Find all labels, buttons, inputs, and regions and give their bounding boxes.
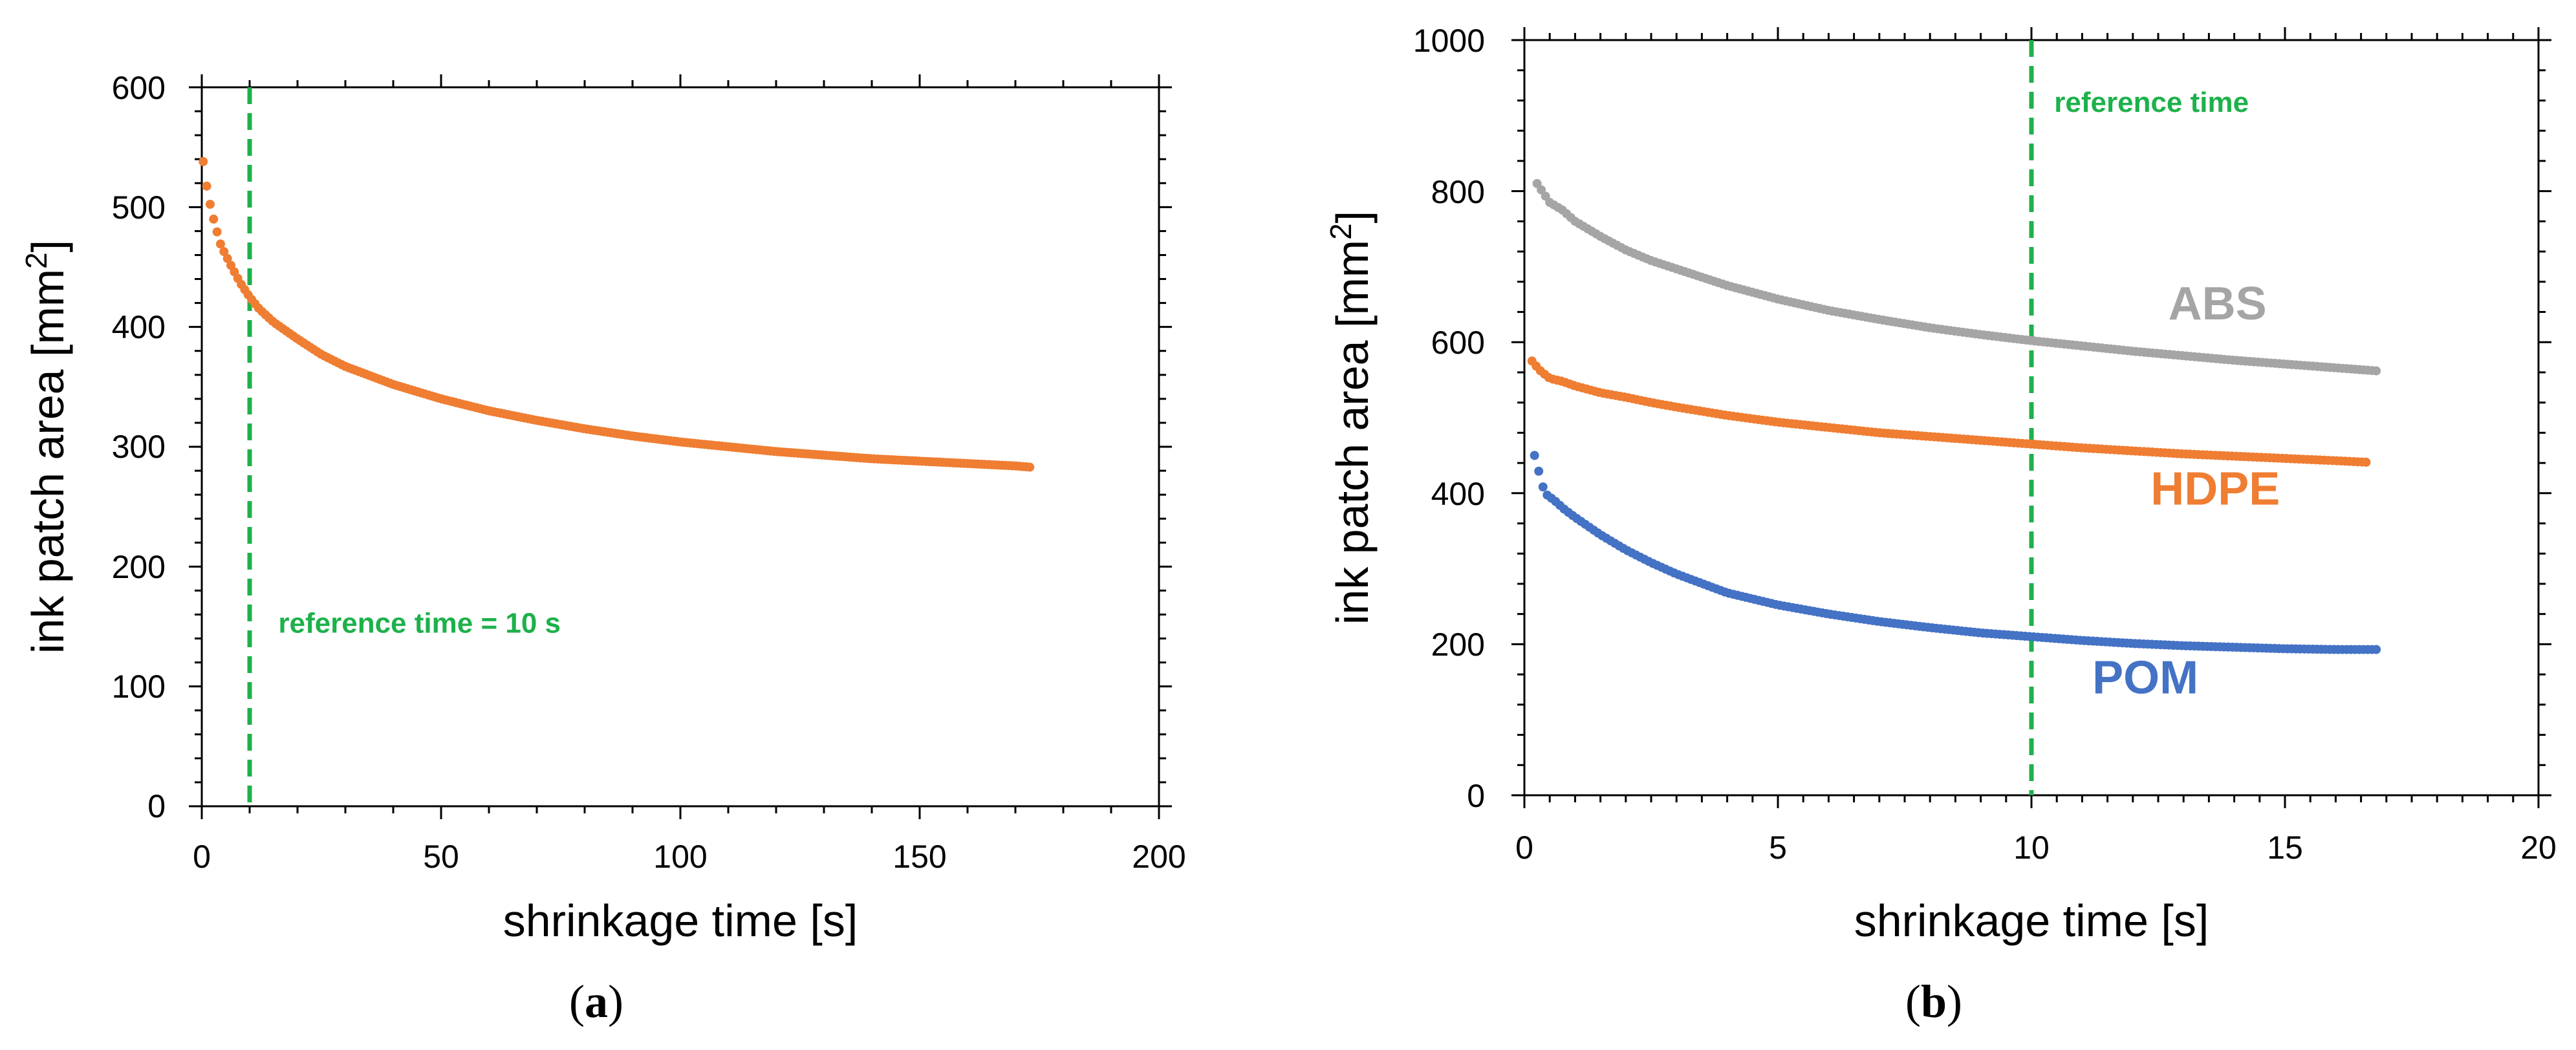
data-point — [205, 199, 215, 209]
y-axis-label-a: ink patch area [mm2] — [19, 240, 73, 654]
data-point — [202, 181, 211, 191]
data-point — [2372, 645, 2381, 654]
y-tick-label-b: 800 — [1431, 174, 1485, 210]
data-points-b — [1527, 178, 2381, 654]
x-tick-label-b: 15 — [2267, 830, 2303, 866]
tick-labels-b: 0 200 400 600 800 1000 0 5 10 15 20 — [1413, 23, 2557, 866]
y-tick-label-a: 300 — [112, 429, 166, 465]
series-pom — [1530, 451, 2381, 654]
panel-label-b: (b) — [1905, 976, 1962, 1027]
data-points-a — [199, 156, 1035, 472]
series-abs — [1532, 178, 2381, 376]
y-tick-label-b: 200 — [1431, 627, 1485, 663]
x-axis-label-a: shrinkage time [s] — [503, 895, 858, 946]
tick-labels-a: 0 100 200 300 400 500 600 0 50 100 150 2… — [112, 70, 1186, 875]
data-point — [1538, 482, 1548, 492]
panel-label-a: (a) — [569, 976, 623, 1027]
data-point — [199, 156, 208, 166]
y-tick-label-b: 0 — [1467, 778, 1485, 814]
plot-frame-a — [200, 86, 1160, 808]
series-label-hdpe: HDPE — [2150, 463, 2280, 515]
y-tick-label-a: 500 — [112, 189, 166, 226]
data-point — [1534, 466, 1544, 476]
data-point — [222, 253, 232, 263]
x-tick-label-b: 10 — [2013, 830, 2050, 866]
axis-ticks-b — [1511, 27, 2551, 808]
series-label-abs: ABS — [2169, 278, 2267, 330]
series-hdpe — [1527, 356, 2371, 467]
data-point — [1025, 462, 1035, 472]
data-point — [219, 247, 229, 257]
x-tick-label-b: 20 — [2520, 830, 2557, 866]
y-axis-label-sup-b: 2 — [1324, 223, 1358, 240]
series-label-pom: POM — [2092, 652, 2198, 703]
y-tick-label-b: 1000 — [1413, 23, 1485, 59]
x-tick-label-b: 0 — [1515, 830, 1533, 866]
x-axis-label-b: shrinkage time [s] — [1854, 895, 2209, 946]
y-tick-label-a: 100 — [112, 669, 166, 705]
panel-label-open-b: ( — [1905, 976, 1921, 1027]
data-point — [209, 214, 219, 224]
x-tick-label-a: 100 — [653, 839, 707, 875]
y-tick-label-b: 600 — [1431, 325, 1485, 361]
series-data — [199, 156, 1035, 472]
y-axis-label-sup-a: 2 — [19, 252, 53, 269]
y-tick-label-a: 600 — [112, 70, 166, 106]
panel-label-letter-b: b — [1921, 976, 1947, 1027]
y-axis-label-main-b: ink patch area [mm — [1327, 240, 1378, 625]
y-axis-label-b: ink patch area [mm2] — [1324, 211, 1378, 625]
panel-label-close-a: ) — [608, 976, 623, 1027]
x-tick-label-a: 0 — [193, 839, 211, 875]
panel-label-close-b: ) — [1947, 976, 1962, 1027]
y-axis-label-main-a: ink patch area [mm — [23, 269, 73, 654]
x-tick-label-b: 5 — [1769, 830, 1787, 866]
chart-panel-b: 0 200 400 600 800 1000 0 5 10 15 20 refe… — [1324, 23, 2557, 1027]
series-labels-b: ABS HDPE POM — [2092, 278, 2280, 703]
chart-panel-a: 0 100 200 300 400 500 600 0 50 100 150 2… — [19, 70, 1186, 1027]
y-tick-label-a: 400 — [112, 309, 166, 345]
data-point — [212, 227, 222, 237]
data-point — [215, 239, 225, 249]
y-tick-label-a: 200 — [112, 549, 166, 585]
y-axis-label-close-a: ] — [23, 240, 73, 252]
reference-label-b: reference time — [2054, 87, 2249, 118]
x-tick-label-a: 200 — [1132, 839, 1185, 875]
data-point — [2372, 366, 2381, 376]
data-point — [1530, 451, 1539, 460]
y-tick-label-b: 400 — [1431, 476, 1485, 512]
axis-ticks-a — [189, 74, 1172, 819]
x-tick-label-a: 50 — [423, 839, 459, 875]
panel-label-open-a: ( — [569, 976, 585, 1027]
y-axis-label-close-b: ] — [1327, 211, 1378, 223]
y-tick-label-a: 0 — [147, 788, 166, 824]
reference-label-a: reference time = 10 s — [278, 607, 561, 639]
x-tick-label-a: 150 — [893, 839, 946, 875]
data-point — [2361, 457, 2371, 467]
panel-label-letter-a: a — [585, 976, 608, 1027]
